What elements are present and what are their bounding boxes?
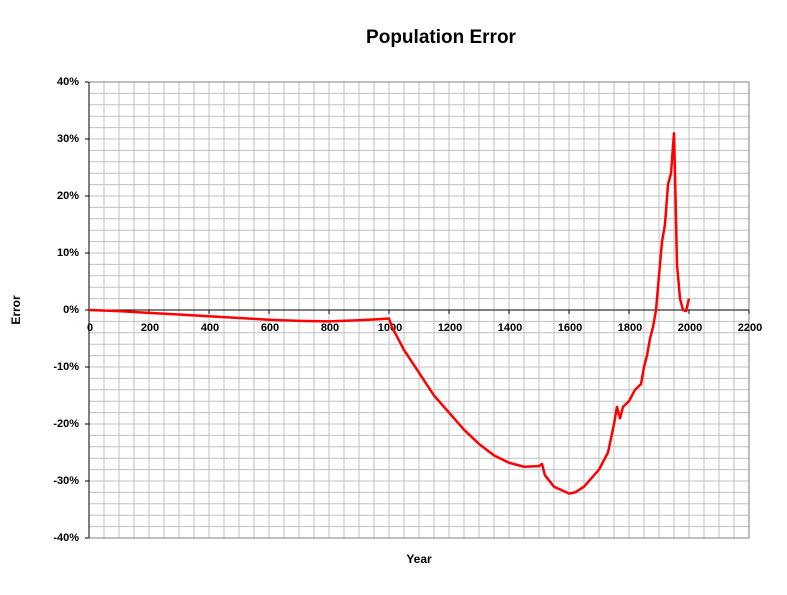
y-tick-label: -20% [53, 418, 79, 430]
y-tick-label: 10% [57, 247, 79, 259]
x-tick-label: 1200 [438, 322, 462, 334]
x-tick-label: 1400 [498, 322, 522, 334]
x-tick-label: 800 [321, 322, 339, 334]
chart-title: Population Error [366, 27, 517, 48]
x-tick-label: 2000 [678, 322, 702, 334]
x-tick-label: 600 [261, 322, 279, 334]
x-axis-label: Year [406, 552, 432, 566]
y-tick-label: -40% [53, 532, 79, 544]
y-axis-label: Error [9, 295, 23, 325]
y-tick-label: 0% [63, 304, 79, 316]
y-tick-label: 40% [57, 76, 79, 88]
y-tick-label: -30% [53, 475, 79, 487]
x-tick-label: 2200 [738, 322, 762, 334]
x-tick-label: 400 [201, 322, 219, 334]
y-tick-label: -10% [53, 361, 79, 373]
x-tick-label: 200 [141, 322, 159, 334]
y-tick-label: 30% [57, 133, 79, 145]
x-tick-label: 1600 [558, 322, 582, 334]
data-line [88, 132, 691, 495]
y-tick-label: 20% [57, 190, 79, 202]
x-tick-label: 1800 [618, 322, 642, 334]
x-tick-label: 0 [87, 322, 93, 334]
x-tick-label: 1000 [378, 322, 402, 334]
